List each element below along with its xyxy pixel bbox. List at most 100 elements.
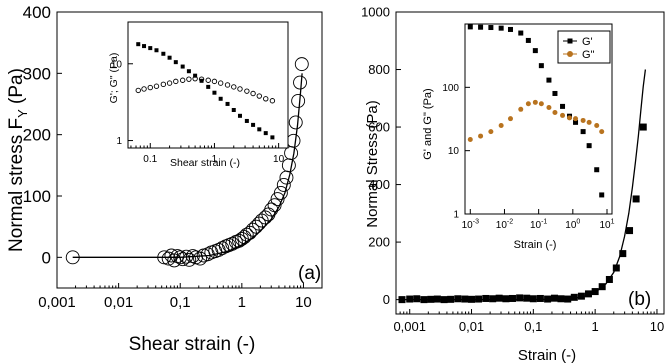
panel-a-inset-g-prime-point (161, 51, 166, 56)
panel-a-inset-g-double-prime-point (135, 87, 141, 94)
panel-b-inset-ytick-label: 1 (453, 210, 459, 221)
panel-b-inset-xtick-label: 101 (599, 219, 614, 232)
panel-b-ytick-label: 200 (368, 235, 390, 250)
panel-a-data-point (225, 236, 240, 251)
panel-b-data-point (577, 292, 585, 300)
panel-a-data-point (237, 230, 252, 245)
panel-b-inset-g-prime-point (488, 25, 494, 31)
panel-b-data-point (454, 295, 462, 303)
panel-a-data-point (65, 250, 80, 265)
panel-b-inset-g-double-prime-point (518, 106, 524, 112)
panel-a-inset-g-double-prime-point (269, 98, 276, 104)
legend-marker-g-double-prime (567, 51, 573, 57)
panel-a-inset-g-double-prime-point (217, 80, 224, 86)
panel-b-inset-xlabel: Strain (-) (514, 239, 557, 251)
panel-b-data-point (536, 294, 544, 302)
panel-b-data-point (398, 296, 406, 304)
panel-a-xlabel: Shear strain (-) (129, 334, 256, 355)
panel-a-inset-ytick-label: 10 (111, 59, 123, 70)
panel-b-inset-g-prime-point (599, 192, 605, 198)
panel-b-xtick-label: 0,01 (459, 319, 484, 334)
panel-a-xtick-label: 10 (295, 294, 312, 311)
panel-b-data-point (468, 295, 476, 303)
panel-a-xtick-label: 1 (238, 294, 246, 311)
panel-a-data-point (294, 57, 309, 72)
panel-a-ylabel-unit: (Pa) (6, 68, 27, 109)
panel-a-ytick-label: 0 (42, 248, 51, 267)
panel-b-inset-xtick-label: 100 (565, 219, 580, 232)
panel-b-data-point (544, 295, 552, 303)
panel-b-data-point (440, 296, 448, 304)
panel-a-inset-g-prime-point (206, 84, 211, 89)
panel-b-inset-g-prime-point (507, 26, 513, 32)
panel-b-data-point (564, 295, 572, 303)
panel-a-inset-g-prime-point (212, 90, 217, 95)
panel-b-inset-g-prime-point (498, 25, 504, 31)
panel-b-ytick-label: 0 (383, 292, 390, 307)
panel-a-data-point (161, 251, 176, 266)
panel-b-inset-g-prime-point (467, 24, 473, 30)
panel-b-data-point (495, 294, 503, 302)
panel-b-data-point (619, 250, 627, 258)
panel-a-inset-g-prime-point (142, 44, 147, 49)
panel-a-inset-g-prime-point (167, 55, 172, 60)
panel-b-xtick-label: 0,001 (393, 319, 426, 334)
panel-b-inset-g-double-prime-point (532, 99, 538, 105)
panel-b-inset-g-double-prime-point (552, 110, 558, 116)
panel-b-inset-g-double-prime-point (546, 105, 552, 111)
panel-b-inset-g-prime-point (580, 129, 586, 135)
panel-a-inset-g-double-prime-point (192, 75, 198, 82)
panel-b-data-point (529, 295, 537, 303)
panel-a-inset-xtick-label: 0.1 (143, 154, 157, 165)
panel-b-inset-g-prime-point (532, 48, 538, 54)
panel-b-inset-g-prime-point (518, 30, 524, 36)
panel-a-inset-g-double-prime-point (205, 77, 211, 83)
panel-a-data-point (264, 202, 279, 217)
panel-b-xtick-label: 10 (650, 319, 664, 334)
panel-a-ytick-label: 100 (23, 187, 51, 206)
panel-a-ylabel-subscript: Y (15, 109, 30, 118)
panel-a-xtick-label: 0,01 (104, 294, 133, 311)
panel-a-ytick-label: 400 (23, 3, 51, 22)
panel-a-data-point (288, 115, 303, 130)
panel-b-xtick-label: 0,1 (524, 319, 542, 334)
panel-b-data-point (584, 290, 592, 298)
panel-b-data-point (427, 295, 435, 303)
panel-a-inset-g-double-prime-point (211, 78, 218, 85)
panel-b-inset-xtick-label: 10-1 (530, 219, 547, 232)
panel-b-data-point (523, 294, 531, 302)
panel-b-data-point (508, 294, 516, 302)
panel-a-inset-g-double-prime-point (198, 76, 205, 82)
panel-a-data-point (291, 93, 306, 108)
panel-a-inset-g-prime-point (154, 48, 159, 53)
panel-b-data-point (447, 295, 455, 303)
panel-b-data-point (489, 295, 497, 303)
panel-b-inset-g-prime-point (546, 77, 552, 83)
panel-b-inset-g-double-prime-point (467, 137, 473, 143)
panel-b-ylabel: Normal Stress (Pa) (364, 100, 381, 228)
panel-b-inset-g-prime-point (552, 90, 558, 96)
panel-b-inset-g-double-prime-point (599, 129, 605, 135)
panel-b-inset-g-double-prime-point (498, 122, 504, 128)
panel-a-label: (a) (298, 263, 321, 284)
panel-b-data-point (591, 288, 599, 296)
panel-b-data-point (502, 295, 510, 303)
panel-b-inset-xtick-label: 10-2 (496, 219, 513, 232)
panel-b-data-point (570, 293, 578, 301)
panel-b-xlabel: Strain (-) (518, 347, 576, 364)
panel-a-inset-g-prime-point (244, 118, 249, 123)
panel-a-inset-g-prime-point (251, 122, 256, 127)
panel-a-data-point (182, 252, 197, 267)
panel-b-xtick-label: 1 (592, 319, 599, 334)
panel-a-inset-g-double-prime-point (244, 88, 250, 94)
panel-a-inset-g-prime-point (186, 69, 191, 74)
panel-a-ytick-label: 200 (23, 126, 51, 145)
panel-a-inset-g-prime-point (148, 46, 153, 51)
panel-a-data-point (215, 241, 230, 256)
panel-a-inset-ylabel: G'; G" (Pa) (108, 53, 120, 104)
panel-a-inset-g-prime-point (231, 108, 236, 113)
panel-b-data-point (475, 295, 483, 303)
panel-b-data-point (598, 283, 606, 291)
panel-b-data-point (413, 295, 421, 303)
panel-a-data-point (273, 185, 288, 200)
